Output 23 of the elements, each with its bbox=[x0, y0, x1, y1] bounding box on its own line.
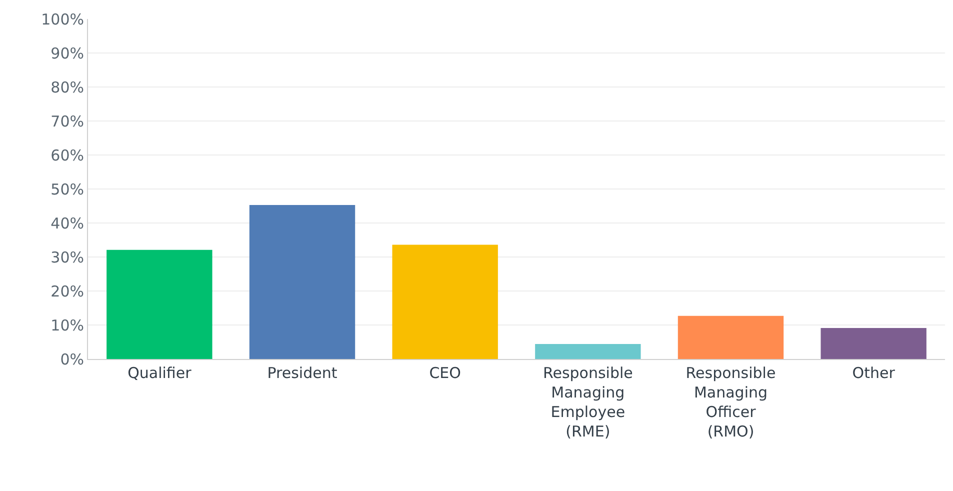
x-tick-label: Responsible Managing Employee (RME) bbox=[542, 364, 633, 440]
bar bbox=[678, 316, 784, 359]
y-tick-label: 100% bbox=[41, 10, 84, 28]
y-tick-label: 20% bbox=[50, 282, 84, 300]
bar bbox=[249, 204, 356, 359]
x-tick-label: Qualifier bbox=[128, 364, 192, 382]
y-tick-label: 0% bbox=[60, 350, 84, 368]
y-tick-label: 90% bbox=[50, 44, 84, 62]
bar bbox=[106, 250, 212, 359]
y-tick-label: 40% bbox=[50, 214, 84, 232]
y-tick-label: 50% bbox=[50, 180, 84, 198]
y-tick-label: 60% bbox=[50, 146, 84, 164]
y-tick-label: 30% bbox=[50, 248, 84, 266]
y-tick-label: 10% bbox=[50, 316, 84, 334]
x-tick-label: Other bbox=[852, 364, 896, 382]
x-tick-label: CEO bbox=[429, 364, 461, 382]
x-tick-label: Responsible Managing Officer (RMO) bbox=[686, 364, 776, 440]
y-tick-label: 70% bbox=[50, 112, 84, 130]
bar bbox=[392, 244, 498, 359]
bar bbox=[820, 328, 926, 359]
y-tick-label: 80% bbox=[50, 78, 84, 96]
bar bbox=[535, 344, 641, 359]
x-tick-label: President bbox=[267, 364, 338, 382]
